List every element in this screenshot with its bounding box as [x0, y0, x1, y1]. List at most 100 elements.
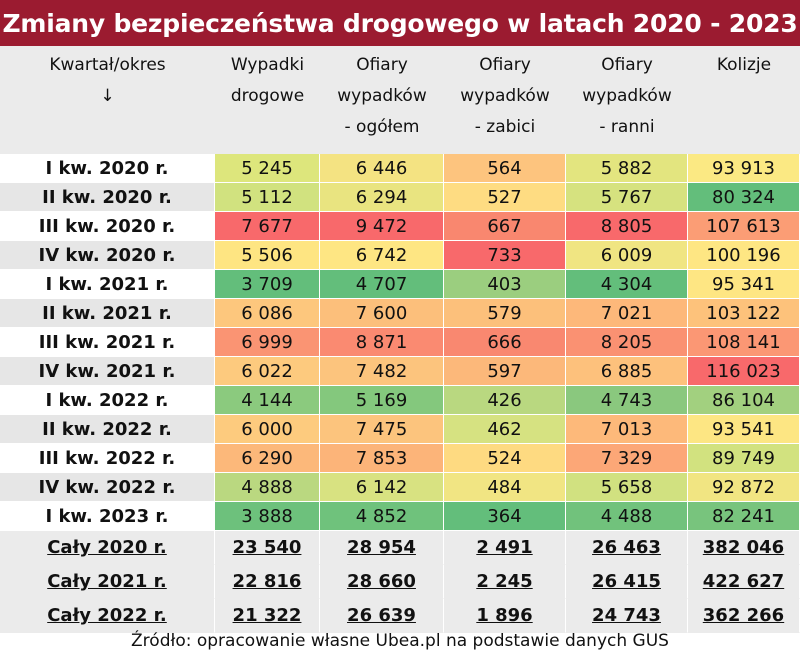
table-row: II kw. 2020 r. 5 112 6 294 527 5 767 80 324 [0, 183, 800, 212]
table-cell: 4 852 [320, 502, 444, 531]
table-row: I kw. 2021 r. 3 709 4 707 403 4 304 95 341 [0, 270, 800, 299]
table-cell: 667 [444, 212, 566, 241]
total-label: Cały 2020 r. [0, 531, 215, 565]
table-cell: 93 541 [688, 415, 800, 444]
row-label: I kw. 2023 r. [0, 502, 215, 531]
table-cell: 6 742 [320, 241, 444, 270]
table-cell: 86 104 [688, 386, 800, 415]
header-col-line: Wypadki [230, 55, 305, 75]
table-cell: 6 999 [215, 328, 320, 357]
header-col-line: wypadków [337, 86, 427, 106]
table-cell: 95 341 [688, 270, 800, 299]
table-cell: 364 [444, 502, 566, 531]
table-row: III kw. 2021 r. 6 999 8 871 666 8 205 108 141 [0, 328, 800, 357]
row-label: I kw. 2020 r. [0, 154, 215, 183]
table-cell: 3 888 [215, 502, 320, 531]
table-cell: 7 600 [320, 299, 444, 328]
header-col-line: - ranni [599, 117, 655, 137]
table-cell: 9 472 [320, 212, 444, 241]
header-col-line: Ofiary [479, 55, 531, 75]
table-row: II kw. 2021 r. 6 086 7 600 579 7 021 103 122 [0, 299, 800, 328]
table-cell: 5 767 [566, 183, 688, 212]
header-col-ogolem: Ofiary wypadków - ogółem [320, 46, 444, 154]
table-cell: 484 [444, 473, 566, 502]
header-col-line: wypadków [582, 86, 672, 106]
table-cell: 5 658 [566, 473, 688, 502]
table-cell: 527 [444, 183, 566, 212]
table-cell: 666 [444, 328, 566, 357]
table-cell: 6 294 [320, 183, 444, 212]
table-cell: 5 882 [566, 154, 688, 183]
table-cell: 82 241 [688, 502, 800, 531]
total-row: Cały 2021 r. 22 816 28 660 2 245 26 415 422 6… [0, 565, 800, 599]
row-label: II kw. 2022 r. [0, 415, 215, 444]
down-arrow-icon: ↓ [100, 86, 115, 106]
table-row: I kw. 2020 r. 5 245 6 446 564 5 882 93 913 [0, 154, 800, 183]
table-cell: 426 [444, 386, 566, 415]
page-title: Zmiany bezpieczeństwa drogowego w latach… [0, 0, 800, 46]
table-cell: 6 885 [566, 357, 688, 386]
table-row: I kw. 2022 r. 4 144 5 169 426 4 743 86 104 [0, 386, 800, 415]
total-cell: 2 245 [444, 565, 566, 599]
table-cell: 6 022 [215, 357, 320, 386]
table-cell: 403 [444, 270, 566, 299]
table-cell: 107 613 [688, 212, 800, 241]
table-cell: 89 749 [688, 444, 800, 473]
table-cell: 4 707 [320, 270, 444, 299]
table-cell: 5 245 [215, 154, 320, 183]
table-cell: 6 000 [215, 415, 320, 444]
table-cell: 7 677 [215, 212, 320, 241]
header-col-line: Ofiary [601, 55, 653, 75]
table-cell: 6 142 [320, 473, 444, 502]
total-row: Cały 2020 r. 23 540 28 954 2 491 26 463 382 0… [0, 531, 800, 565]
table-cell: 597 [444, 357, 566, 386]
total-cell: 23 540 [215, 531, 320, 565]
row-label: III kw. 2022 r. [0, 444, 215, 473]
table-cell: 564 [444, 154, 566, 183]
total-row: Cały 2022 r. 21 322 26 639 1 896 24 743 362 2… [0, 599, 800, 633]
header-col-line: - ogółem [344, 117, 420, 137]
source-note: Źródło: opracowanie własne Ubea.pl na po… [131, 631, 669, 651]
table-cell: 103 122 [688, 299, 800, 328]
table-cell: 4 304 [566, 270, 688, 299]
table-row: IV kw. 2020 r. 5 506 6 742 733 6 009 100 196 [0, 241, 800, 270]
table-cell: 4 888 [215, 473, 320, 502]
table-cell: 92 872 [688, 473, 800, 502]
total-cell: 422 627 [688, 565, 800, 599]
data-table: I kw. 2020 r. 5 245 6 446 564 5 882 93 913 II … [0, 154, 800, 633]
table-cell: 462 [444, 415, 566, 444]
total-cell: 28 954 [320, 531, 444, 565]
table-cell: 7 329 [566, 444, 688, 473]
header-col-line: drogowe [230, 86, 305, 106]
table-cell: 80 324 [688, 183, 800, 212]
total-cell: 26 415 [566, 565, 688, 599]
header-period-label: Kwartał/okres [49, 55, 166, 75]
table-cell: 7 475 [320, 415, 444, 444]
header-period: Kwartał/okres ↓ [0, 46, 215, 154]
table-cell: 6 009 [566, 241, 688, 270]
table-cell: 6 086 [215, 299, 320, 328]
table-row: I kw. 2023 r. 3 888 4 852 364 4 488 82 241 [0, 502, 800, 531]
table-cell: 4 743 [566, 386, 688, 415]
row-label: IV kw. 2022 r. [0, 473, 215, 502]
total-cell: 22 816 [215, 565, 320, 599]
row-label: I kw. 2021 r. [0, 270, 215, 299]
table-row: II kw. 2022 r. 6 000 7 475 462 7 013 93 541 [0, 415, 800, 444]
row-label: I kw. 2022 r. [0, 386, 215, 415]
table-cell: 8 871 [320, 328, 444, 357]
table-cell: 8 805 [566, 212, 688, 241]
header-col-line: - zabici [474, 117, 536, 137]
header-col-zabici: Ofiary wypadków - zabici [444, 46, 566, 154]
table-cell: 7 013 [566, 415, 688, 444]
table-cell: 6 290 [215, 444, 320, 473]
table-row: IV kw. 2021 r. 6 022 7 482 597 6 885 116 023 [0, 357, 800, 386]
table-cell: 6 446 [320, 154, 444, 183]
table-row: III kw. 2020 r. 7 677 9 472 667 8 805 107 613 [0, 212, 800, 241]
header-col-line: wypadków [460, 86, 550, 106]
table-cell: 108 141 [688, 328, 800, 357]
row-label: IV kw. 2021 r. [0, 357, 215, 386]
table-cell: 5 112 [215, 183, 320, 212]
header-col-line: Ofiary [356, 55, 408, 75]
total-cell: 2 491 [444, 531, 566, 565]
table-cell: 3 709 [215, 270, 320, 299]
